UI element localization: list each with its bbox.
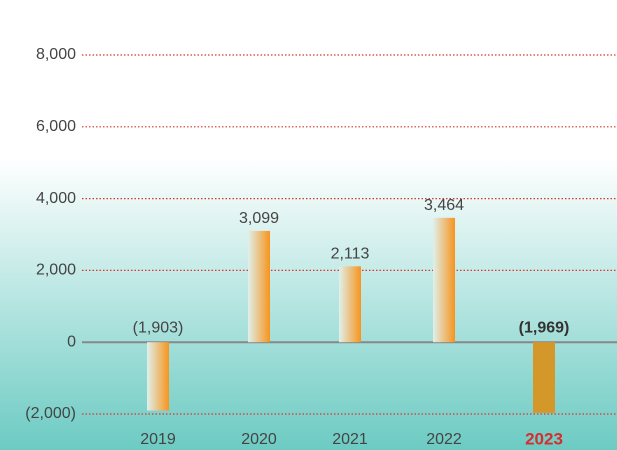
x-tick-label: 2022 (426, 431, 462, 448)
value-label: (1,903) (133, 319, 184, 336)
value-label: 2,113 (331, 246, 370, 263)
y-tick-label: 8,000 (36, 46, 76, 63)
bar (339, 266, 361, 343)
value-label: 3,099 (239, 210, 279, 227)
bar (248, 230, 270, 343)
y-tick-label: 2,000 (36, 262, 76, 279)
bar (147, 342, 169, 411)
bar (433, 217, 455, 343)
bar (533, 342, 555, 413)
value-label: (1,969) (519, 319, 570, 336)
x-tick-label: 2020 (241, 431, 277, 448)
x-tick-label: 2021 (332, 431, 368, 448)
y-tick-label: 0 (67, 333, 76, 350)
value-label: 3,464 (424, 197, 464, 214)
x-tick-label: 2019 (140, 431, 176, 448)
y-tick-label: (2,000) (25, 405, 76, 422)
y-tick-label: 4,000 (36, 190, 76, 207)
y-tick-label: 6,000 (36, 118, 76, 135)
x-tick-label: 2023 (525, 429, 563, 448)
